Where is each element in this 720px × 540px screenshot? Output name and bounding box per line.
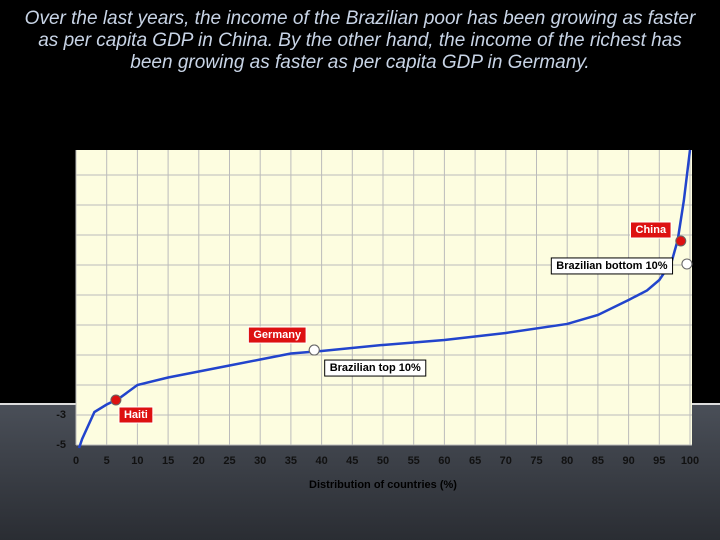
x-tick-label: 75: [530, 455, 542, 467]
x-tick-label: 95: [653, 455, 665, 467]
annotation-label: Brazilian top 10%: [330, 362, 421, 374]
annotation-box: [247, 326, 307, 344]
x-tick-label: 20: [193, 455, 205, 467]
annotation-box: [118, 406, 154, 424]
x-tick-label: 0: [73, 455, 79, 467]
annotation-box: [630, 221, 672, 239]
x-axis-label: Distribution of countries (%): [309, 479, 457, 491]
annotation-box: [550, 257, 674, 275]
x-tick-label: 5: [104, 455, 110, 467]
x-tick-label: 55: [408, 455, 420, 467]
x-tick-label: 30: [254, 455, 266, 467]
x-tick-label: 70: [500, 455, 512, 467]
chart-title: Over the last years, the income of the B…: [24, 8, 696, 73]
x-tick-label: 45: [346, 455, 358, 467]
x-tick-label: 60: [438, 455, 450, 467]
annotation-label: China: [636, 224, 667, 236]
x-tick-label: 40: [315, 455, 327, 467]
y-tick-label: -3: [56, 409, 66, 421]
marker: [110, 394, 122, 406]
marker: [675, 235, 687, 247]
annotation-label: Brazilian bottom 10%: [556, 260, 667, 272]
annotation-box: [324, 359, 427, 377]
y-tick-label: -5: [56, 439, 66, 451]
x-tick-label: 90: [622, 455, 634, 467]
marker: [681, 258, 693, 270]
x-tick-label: 80: [561, 455, 573, 467]
x-tick-label: 10: [131, 455, 143, 467]
x-tick-label: 15: [162, 455, 174, 467]
plot-area: [76, 150, 692, 445]
annotation-label: Germany: [253, 329, 302, 341]
x-tick-label: 35: [285, 455, 297, 467]
x-tick-label: 65: [469, 455, 481, 467]
x-tick-label: 85: [592, 455, 604, 467]
marker: [308, 344, 320, 356]
annotation-label: Haiti: [124, 409, 148, 421]
x-tick-label: 50: [377, 455, 389, 467]
x-tick-label: 25: [223, 455, 235, 467]
x-tick-label: 100: [681, 455, 699, 467]
